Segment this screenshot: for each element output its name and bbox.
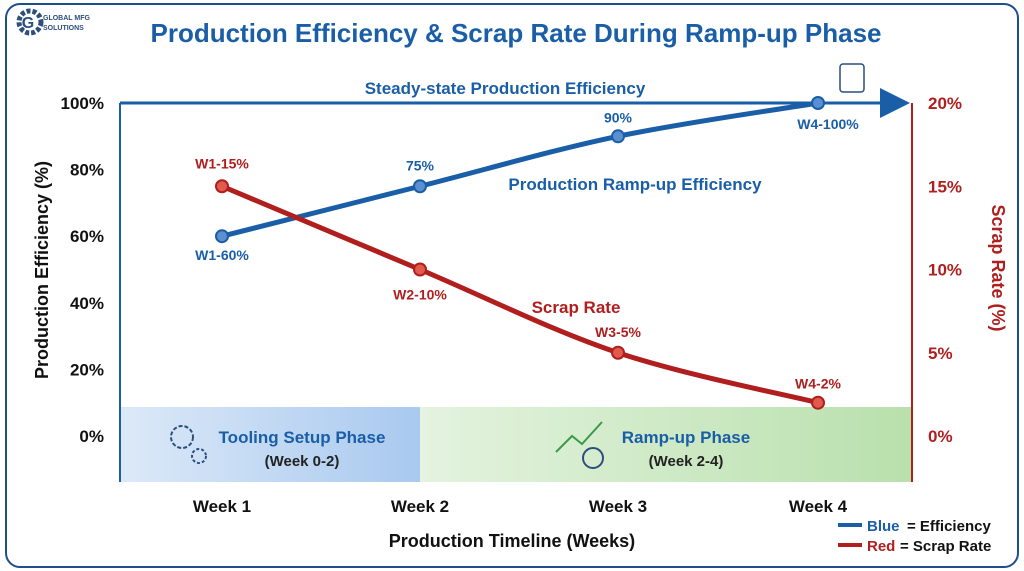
efficiency-data-label: W1-60% [195,247,249,263]
phase-tooling-band [120,407,420,482]
y2-tick-label: 15% [928,177,962,196]
scrap-line [219,183,821,406]
y2-tick-label: 5% [928,344,953,363]
logo-line2: SOLUTIONS [43,25,84,32]
efficiency-point [611,129,625,144]
scrap-point [611,345,625,360]
y-tick-label: 60% [70,227,104,246]
y2-tick-label: 0% [928,427,953,446]
scrap-data-label: W1-15% [195,155,249,171]
machine-icon [839,63,865,93]
efficiency-line [219,100,821,239]
efficiency-data-label: 90% [604,109,633,125]
border [5,3,1019,568]
legend-blue-key: Blue [867,518,900,535]
logo-line1: GLOBAL MFG [43,15,90,22]
gear-icon [16,8,44,36]
phase-tooling-sub: (Week 0-2) [265,453,340,470]
y-tick-label: 0% [79,427,104,446]
efficiency-point [215,229,229,244]
y2-tick-label: 20% [928,94,962,113]
phase-rampup-band [420,407,912,482]
efficiency-point [811,96,825,110]
y-tick-label: 80% [70,161,104,180]
legend-red-key: Red [867,538,895,555]
scrap-data-label: W2-10% [393,287,447,303]
y-tick-label: 40% [70,294,104,313]
efficiency-series-label: Production Ramp-up Efficiency [508,175,762,194]
efficiency-data-label: W4-100% [797,116,859,132]
scrap-point [811,395,825,410]
y-axis-label: Production Efficiency (%) [32,161,52,379]
y-tick-label: 100% [61,94,104,113]
efficiency-point [413,179,427,194]
phase-tooling-label: Tooling Setup Phase [219,428,386,447]
scrap-point [413,262,427,277]
logo: G GLOBAL MFG SOLUTIONS [16,8,90,36]
x-axis-label: Production Timeline (Weeks) [389,531,635,551]
steady-state-label: Steady-state Production Efficiency [365,79,646,98]
x-tick-label: Week 2 [391,497,449,516]
scrap-series-label: Scrap Rate [532,298,621,317]
y2-axis-label: Scrap Rate (%) [988,204,1008,331]
legend: Blue = Efficiency Red = Scrap Rate [838,518,991,555]
x-tick-label: Week 4 [789,497,848,516]
scrap-point [215,179,229,194]
scrap-data-label: W3-5% [595,324,641,340]
scrap-data-label: W4-2% [795,376,841,392]
y-tick-label: 20% [70,360,104,379]
legend-blue-text: = Efficiency [907,518,991,535]
phase-rampup-sub: (Week 2-4) [649,453,724,470]
y2-tick-label: 10% [928,261,962,280]
legend-red-text: = Scrap Rate [900,538,991,555]
x-tick-label: Week 3 [589,497,647,516]
trend-stopwatch-icon [555,421,604,469]
efficiency-data-label: 75% [406,157,435,173]
x-tick-label: Week 1 [193,497,251,516]
chart-title: Production Efficiency & Scrap Rate Durin… [150,18,881,48]
svg-text:G: G [22,15,34,32]
settings-gear-icon [170,425,207,464]
phase-rampup-label: Ramp-up Phase [622,428,750,447]
